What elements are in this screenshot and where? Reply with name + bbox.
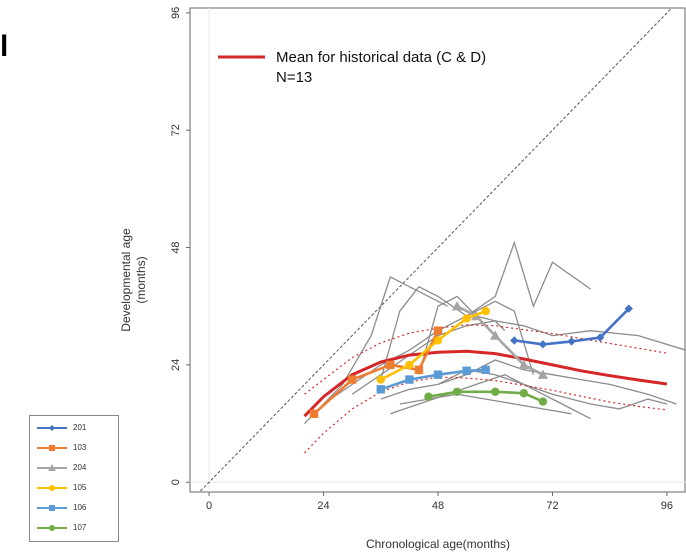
point-103-1 — [309, 409, 319, 418]
point-106-3 — [433, 370, 443, 379]
panel-letter: l — [0, 30, 9, 63]
point-105-4 — [462, 314, 471, 323]
x-tick-label-96: 96 — [661, 500, 673, 512]
x-tick-label-24: 24 — [317, 500, 329, 512]
legend-item-204: 204 — [35, 461, 119, 475]
point-201-5 — [624, 304, 633, 313]
point-107-2 — [452, 387, 462, 396]
x-tick-label-72: 72 — [546, 500, 558, 512]
identity-line — [198, 8, 673, 492]
x-axis-label: Chronological age(months) — [366, 537, 510, 551]
point-103-4 — [414, 365, 424, 374]
legend-swatch-103 — [37, 445, 67, 451]
legend-label-201: 201 — [73, 423, 87, 432]
point-103-5 — [433, 326, 443, 335]
point-106-1 — [376, 385, 385, 394]
mean-legend-label: Mean for historical data (C & D) — [276, 49, 486, 66]
point-107-5 — [538, 397, 548, 406]
legend-item-105: 105 — [35, 481, 119, 495]
y-axis-label: Developmental age(months) — [119, 228, 148, 332]
point-204-5 — [537, 369, 549, 379]
point-201-2 — [538, 340, 548, 349]
point-105-2 — [405, 360, 414, 370]
plot-frame — [189, 7, 686, 493]
legend-item-201: 201 — [35, 421, 119, 435]
legend-swatch-106 — [37, 505, 67, 511]
y-tick-label-96: 96 — [170, 7, 182, 19]
legend-item-103: 103 — [35, 441, 119, 455]
legend-label-103: 103 — [73, 443, 87, 452]
point-106-2 — [405, 375, 414, 384]
point-107-1 — [424, 392, 433, 401]
legend-swatch-107 — [37, 525, 67, 531]
historical-trajectory-1 — [304, 275, 448, 425]
plot-area — [190, 8, 686, 492]
historical-trajectory-6 — [380, 285, 535, 380]
point-105-5 — [481, 306, 490, 316]
legend-item-107: 107 — [35, 521, 119, 535]
point-106-4 — [462, 366, 471, 375]
mean-historical-line — [303, 349, 668, 418]
point-103-2 — [347, 375, 357, 384]
x-tick-label-48: 48 — [432, 500, 444, 512]
series-legend: 201 103 204 105 106 107 — [29, 415, 119, 542]
legend-item-106: 106 — [35, 501, 119, 515]
historical-trajectory-8 — [418, 295, 506, 375]
point-204-1 — [451, 301, 463, 311]
mean-ci-upper — [304, 324, 668, 395]
legend-swatch-204 — [37, 464, 67, 471]
mean-legend-n: N=13 — [276, 69, 312, 86]
y-tick-label-48: 48 — [170, 241, 182, 253]
legend-swatch-105 — [37, 485, 67, 491]
legend-label-107: 107 — [73, 523, 87, 532]
point-107-4 — [519, 389, 529, 398]
point-204-4 — [518, 359, 530, 370]
point-201-3 — [567, 337, 576, 346]
legend-swatch-201 — [37, 425, 67, 431]
point-103-3 — [386, 360, 395, 370]
point-105-1 — [376, 375, 385, 384]
point-107-3 — [491, 387, 500, 396]
point-106-5 — [481, 365, 490, 374]
mean-ci-lower — [304, 376, 667, 454]
point-204-3 — [490, 330, 501, 340]
x-tick-label-0: 0 — [206, 500, 212, 512]
y-tick-label-0: 0 — [170, 479, 182, 485]
y-tick-label-72: 72 — [170, 124, 182, 136]
point-201-1 — [510, 336, 519, 345]
legend-label-105: 105 — [73, 483, 87, 492]
point-201-4 — [595, 333, 605, 342]
point-105-3 — [433, 336, 443, 345]
y-tick-label-24: 24 — [170, 359, 182, 371]
legend-label-106: 106 — [73, 503, 87, 512]
legend-label-204: 204 — [73, 463, 87, 472]
